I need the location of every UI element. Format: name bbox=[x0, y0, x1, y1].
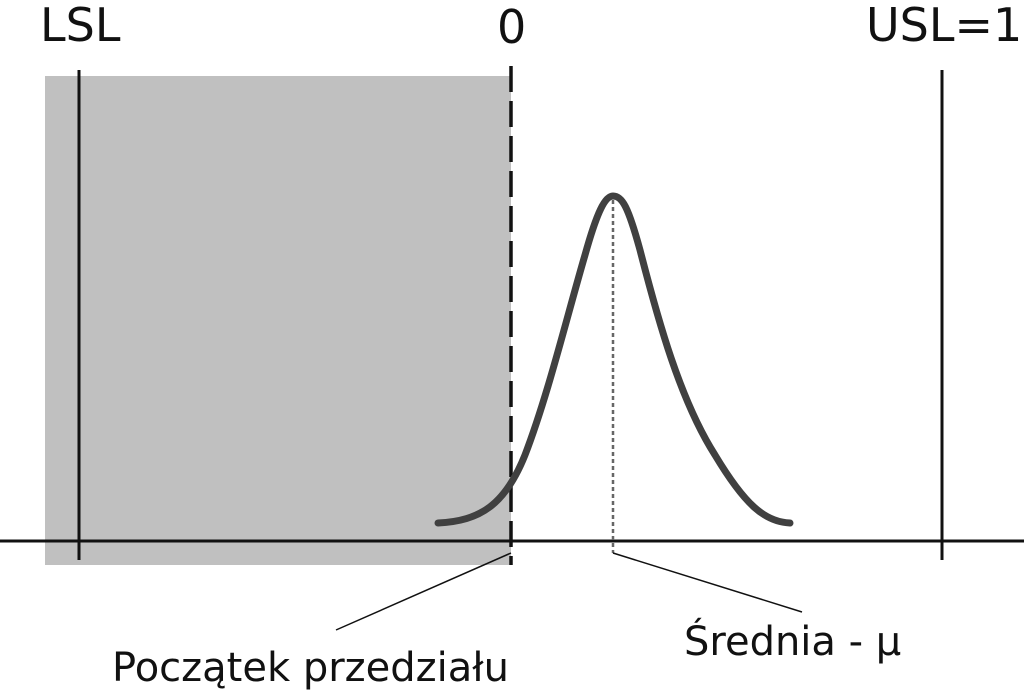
interval-start-leader bbox=[335, 552, 512, 631]
mean-label: Średnia - μ bbox=[684, 619, 902, 665]
shaded-region bbox=[45, 76, 511, 565]
distribution-curve bbox=[434, 192, 794, 527]
zero-label: 0 bbox=[497, 0, 527, 54]
usl-label: USL=1 bbox=[866, 0, 1023, 52]
mean-leader bbox=[612, 552, 803, 613]
lsl-label: LSL bbox=[40, 0, 121, 52]
interval-start-label: Początek przedziału bbox=[112, 645, 510, 691]
